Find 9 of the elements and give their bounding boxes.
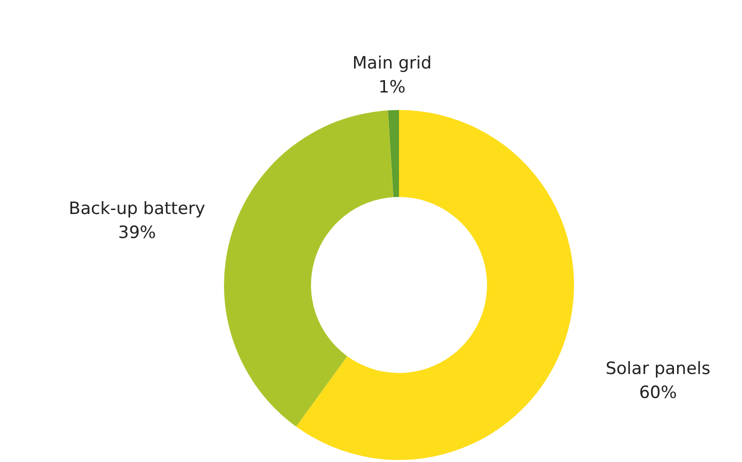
donut-slice [224,110,394,427]
slice-label: Back-up battery [68,198,206,219]
slice-label: Solar panels [606,359,710,380]
data-label: 39% [118,222,156,243]
data-label: 1% [378,77,406,98]
slice-label: Main grid [352,53,432,74]
data-label: 60% [639,383,677,404]
donut-slice [296,110,574,460]
donut-slice [388,110,399,198]
